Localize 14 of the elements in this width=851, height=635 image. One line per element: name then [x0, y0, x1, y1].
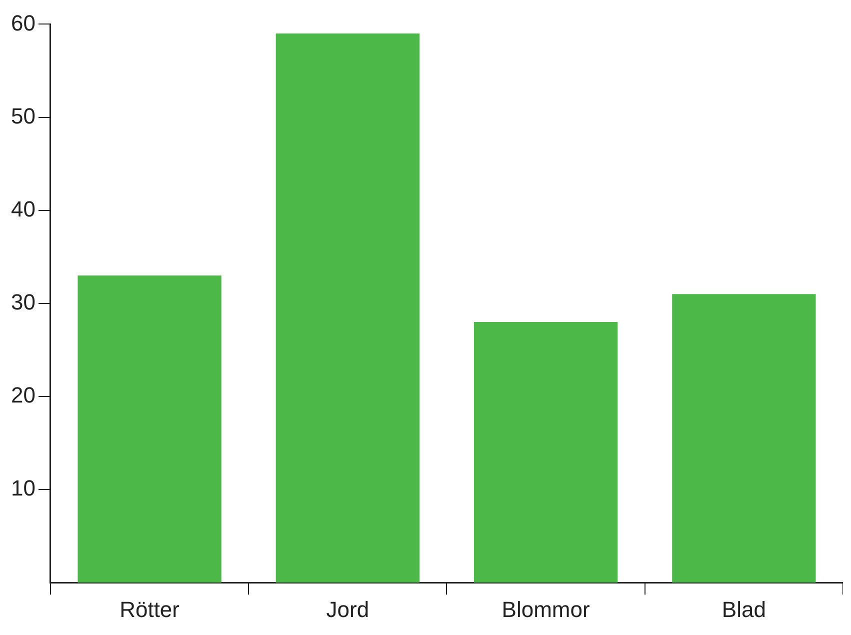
y-tick-label: 60 — [10, 10, 36, 36]
y-tick-label: 40 — [10, 196, 36, 222]
y-tick-label: 30 — [10, 289, 36, 314]
x-tick-label: Blommor — [502, 596, 590, 622]
bar — [672, 294, 816, 583]
bar — [474, 322, 618, 583]
x-tick-label: Jord — [326, 596, 370, 622]
y-tick-label: 50 — [10, 103, 36, 128]
x-tick-label: Blad — [722, 596, 766, 622]
y-tick-label: 20 — [10, 382, 36, 408]
bar — [276, 34, 420, 583]
x-tick-label: Rötter — [120, 596, 180, 622]
y-tick-label: 10 — [10, 476, 36, 501]
bar — [78, 275, 222, 583]
